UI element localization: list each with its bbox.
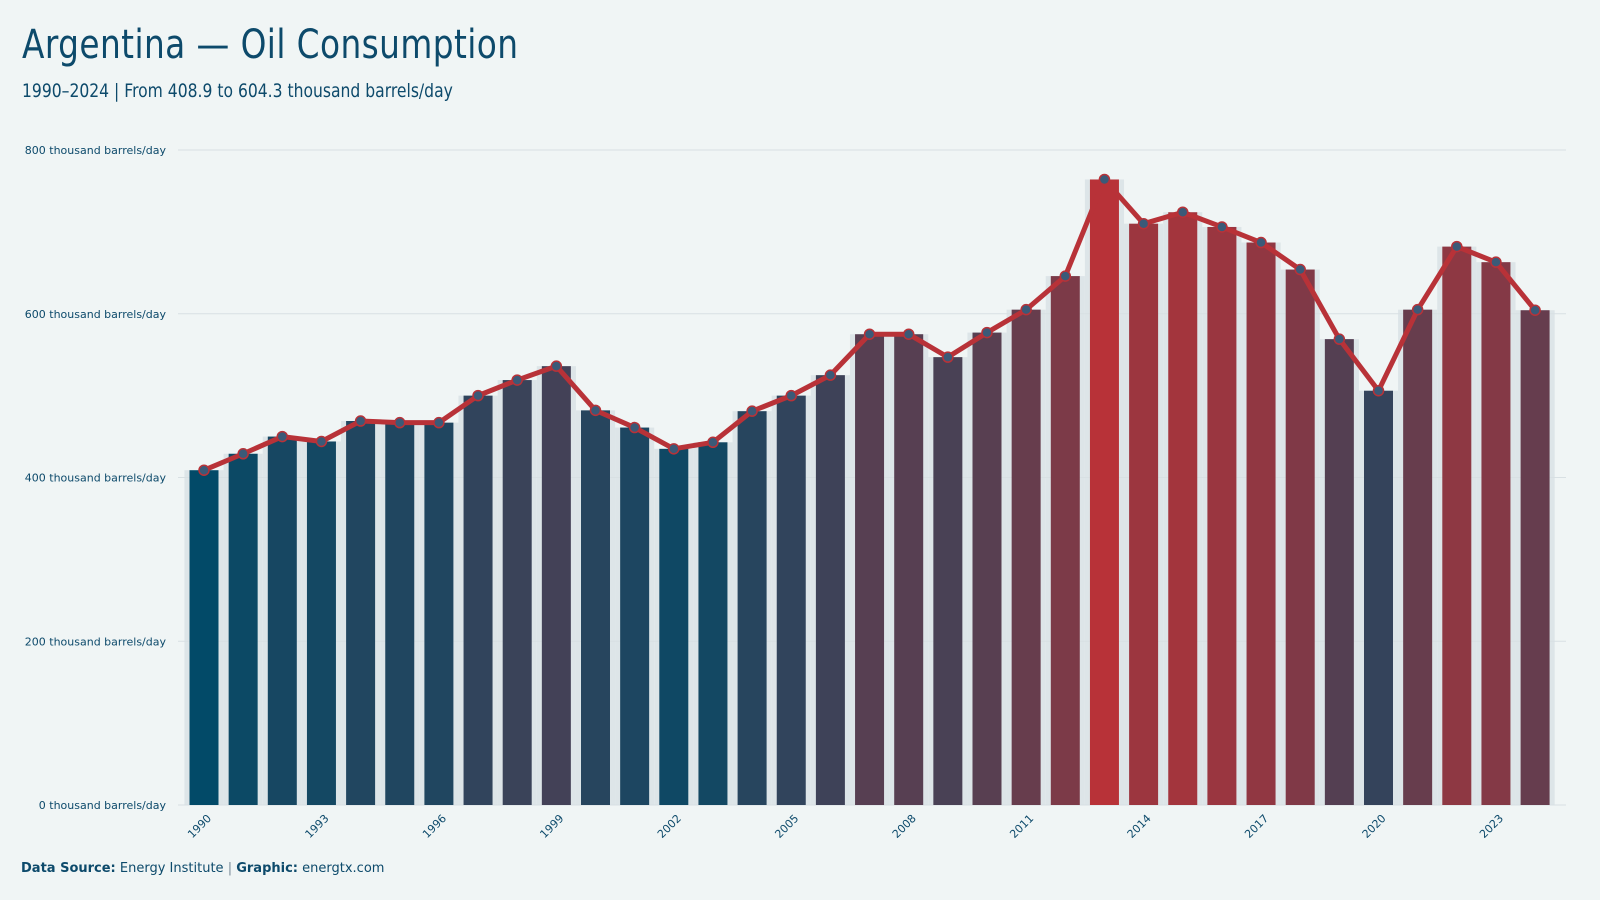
bar [385, 422, 415, 805]
graphic-value: energtx.com [302, 861, 385, 876]
x-tick-label: 1996 [420, 812, 449, 841]
data-point [433, 416, 445, 429]
data-point [198, 464, 210, 476]
bar [267, 436, 297, 805]
data-point [785, 389, 797, 402]
bar [1246, 242, 1276, 806]
bar [1481, 262, 1511, 805]
x-tick-label: 1999 [537, 812, 566, 841]
bar [346, 421, 376, 805]
data-point [1255, 236, 1267, 249]
data-point [824, 369, 837, 381]
data-point [1098, 173, 1111, 186]
data-point [1529, 304, 1541, 316]
data-point [276, 430, 289, 443]
data-point [668, 443, 680, 455]
x-tick-label: 2002 [655, 812, 684, 841]
data-point [1294, 263, 1306, 276]
bar [1207, 226, 1237, 805]
data-point [315, 435, 328, 448]
bar [228, 453, 258, 805]
bar [1442, 246, 1472, 806]
bar [1089, 179, 1119, 806]
bar [1285, 269, 1315, 806]
data-point [237, 448, 249, 460]
x-tick-label: 2008 [890, 812, 919, 841]
data-point [942, 351, 954, 363]
data-point [628, 421, 641, 434]
x-tick-label: 2005 [772, 812, 801, 841]
y-tick-label: 400 thousand barrels/day [25, 472, 167, 485]
data-point [1451, 240, 1463, 253]
source-value: Energy Institute [119, 861, 224, 876]
bar [894, 334, 924, 805]
x-tick-label: 2020 [1360, 812, 1389, 841]
bar [1168, 212, 1198, 806]
x-tick-label: 1993 [303, 812, 332, 841]
bar [463, 395, 493, 805]
x-tick-label: 2023 [1477, 812, 1506, 841]
x-tick-label: 1990 [185, 812, 214, 841]
data-point [981, 326, 993, 339]
data-point [550, 360, 563, 372]
data-point [863, 328, 876, 340]
x-tick-label: 2011 [1007, 812, 1036, 841]
bar [1403, 309, 1433, 805]
bar [972, 332, 1002, 805]
bar [581, 410, 610, 805]
footer-credits: Data Source: Energy Institute | Graphic:… [21, 861, 384, 876]
y-tick-label: 0 thousand barrels/day [39, 799, 167, 812]
y-tick-label: 600 thousand barrels/day [25, 308, 167, 321]
bar [855, 334, 885, 805]
bar [776, 395, 806, 805]
bar [1050, 276, 1080, 805]
bar [737, 411, 767, 805]
bar [1011, 309, 1041, 805]
chart-subtitle: 1990–2024 | From 408.9 to 604.3 thousand… [22, 80, 453, 102]
data-point [511, 374, 523, 386]
bar [1324, 339, 1354, 805]
data-point [902, 328, 915, 340]
data-point [1216, 221, 1228, 233]
data-point [589, 404, 602, 417]
bar [933, 357, 963, 805]
bar [1520, 310, 1550, 805]
data-point [1372, 384, 1385, 397]
data-point [1020, 303, 1032, 316]
data-point [354, 415, 367, 427]
y-tick-label: 800 thousand barrels/day [25, 144, 167, 157]
x-tick-label: 2014 [1125, 812, 1154, 841]
bar [1129, 223, 1159, 805]
data-point [1177, 206, 1189, 218]
bar [620, 427, 650, 805]
bar [424, 422, 454, 805]
data-point [394, 416, 406, 429]
bar [502, 380, 532, 805]
data-point [1333, 333, 1346, 345]
bar [541, 366, 571, 805]
bar [306, 441, 336, 805]
source-label: Data Source: [21, 861, 116, 876]
data-point [1137, 217, 1150, 230]
data-point [1490, 256, 1502, 268]
bar [698, 442, 728, 805]
bar [189, 470, 219, 805]
data-point [1059, 270, 1072, 282]
footer-separator: | [227, 861, 233, 876]
bar [815, 375, 845, 805]
data-point [707, 436, 719, 449]
bar [659, 448, 689, 805]
y-tick-label: 200 thousand barrels/day [25, 635, 167, 648]
data-point [472, 389, 484, 402]
graphic-label: Graphic: [236, 861, 298, 876]
data-point [746, 405, 758, 417]
data-point [1411, 303, 1424, 316]
chart-title: Argentina — Oil Consumption [22, 22, 519, 68]
x-tick-label: 2017 [1242, 812, 1271, 841]
bar [1364, 390, 1393, 805]
